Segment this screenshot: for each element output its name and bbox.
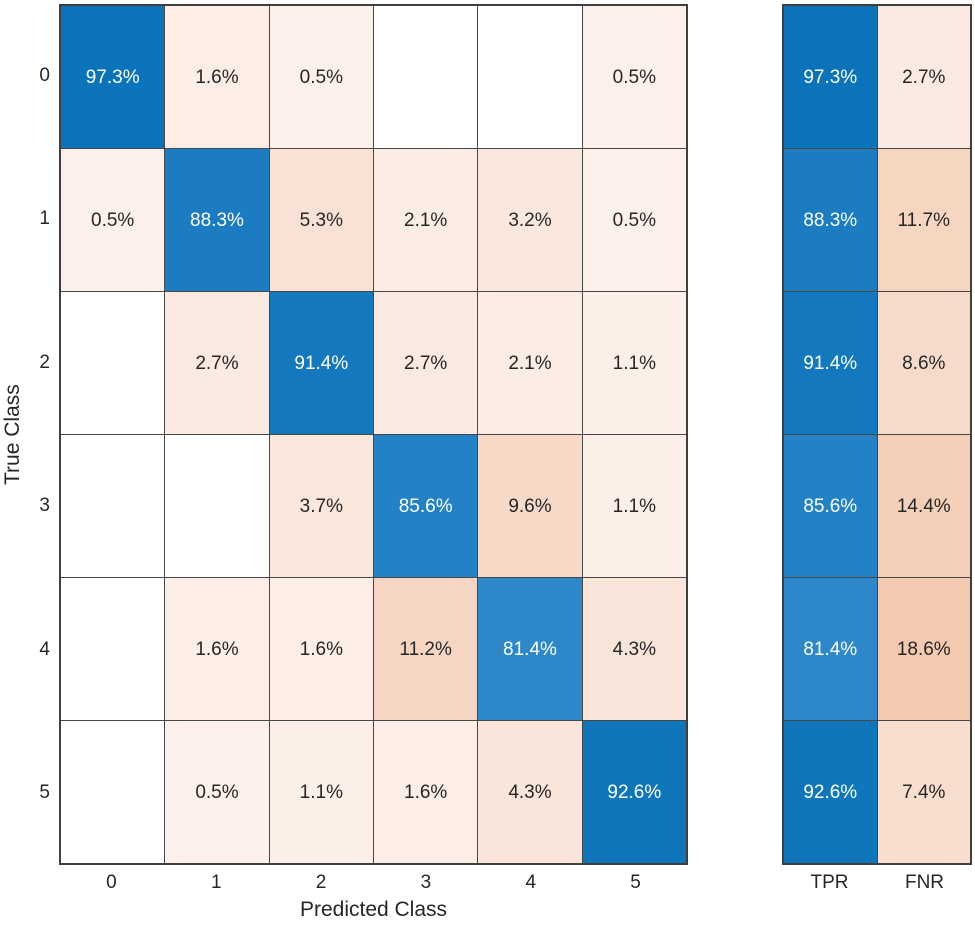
fnr-cell-r3: 14.4% bbox=[877, 435, 970, 577]
tpr-cell-r4: 81.4% bbox=[784, 578, 877, 720]
matrix-cell-r1c0: 0.5% bbox=[61, 149, 165, 291]
summary-column-labels: TPR FNR bbox=[782, 867, 972, 899]
y-tick-1: 1 bbox=[39, 208, 50, 230]
matrix-cell-r4c1: 1.6% bbox=[165, 578, 269, 720]
matrix-cell-r4c5: 4.3% bbox=[582, 578, 686, 720]
y-axis-ticks: 0 1 2 3 4 5 bbox=[0, 4, 50, 865]
fnr-cell-r5: 7.4% bbox=[877, 721, 970, 863]
matrix-cell-r4c3: 11.2% bbox=[374, 578, 478, 720]
matrix-cell-r1c4: 3.2% bbox=[478, 149, 582, 291]
matrix-cell-r0c2: 0.5% bbox=[269, 6, 373, 148]
y-tick-5: 5 bbox=[39, 782, 50, 804]
matrix-cell-r1c5: 0.5% bbox=[582, 149, 686, 291]
matrix-cell-r4c0 bbox=[61, 578, 165, 720]
x-tick-0: 0 bbox=[106, 872, 117, 893]
tpr-column-label: TPR bbox=[810, 872, 849, 893]
x-tick-3: 3 bbox=[420, 872, 432, 893]
x-tick-5: 5 bbox=[630, 872, 641, 893]
matrix-cell-r2c4: 2.1% bbox=[478, 292, 582, 434]
matrix-cell-r1c3: 2.1% bbox=[374, 149, 478, 291]
matrix-cell-r5c2: 1.1% bbox=[269, 721, 373, 863]
y-tick-3: 3 bbox=[39, 495, 50, 517]
matrix-cell-r5c3: 1.6% bbox=[374, 721, 478, 863]
fnr-cell-r2: 8.6% bbox=[877, 292, 970, 434]
matrix-cell-r0c3 bbox=[374, 6, 478, 148]
matrix-cell-r2c3: 2.7% bbox=[374, 292, 478, 434]
fnr-cell-r1: 11.7% bbox=[877, 149, 970, 291]
matrix-cell-r2c2: 91.4% bbox=[269, 292, 373, 434]
matrix-cell-r3c5: 1.1% bbox=[582, 435, 686, 577]
tpr-cell-r1: 88.3% bbox=[784, 149, 877, 291]
tpr-cell-r0: 97.3% bbox=[784, 6, 877, 148]
matrix-cell-r4c2: 1.6% bbox=[269, 578, 373, 720]
x-axis-label: Predicted Class bbox=[299, 898, 448, 921]
matrix-cell-r3c1 bbox=[165, 435, 269, 577]
fnr-column-label: FNR bbox=[904, 872, 945, 893]
x-tick-2: 2 bbox=[315, 872, 327, 893]
fnr-cell-r4: 18.6% bbox=[877, 578, 970, 720]
matrix-cell-r5c4: 4.3% bbox=[478, 721, 582, 863]
confusion-grid: 97.3% 1.6% 0.5% 0.5% 0.5% 88.3% 5.3% 2.1% 3.2% 0.… bbox=[59, 4, 688, 865]
x-tick-1: 1 bbox=[210, 872, 222, 893]
matrix-cell-r4c4: 81.4% bbox=[478, 578, 582, 720]
matrix-cell-r1c2: 5.3% bbox=[269, 149, 373, 291]
matrix-cell-r2c5: 1.1% bbox=[582, 292, 686, 434]
matrix-cell-r5c0 bbox=[61, 721, 165, 863]
x-axis-ticks: 0 1 2 3 4 5 bbox=[59, 867, 688, 899]
matrix-cell-r3c4: 9.6% bbox=[478, 435, 582, 577]
matrix-cell-r0c5: 0.5% bbox=[582, 6, 686, 148]
matrix-cell-r5c5: 92.6% bbox=[582, 721, 686, 863]
matrix-cell-r3c2: 3.7% bbox=[269, 435, 373, 577]
fnr-cell-r0: 2.7% bbox=[877, 6, 970, 148]
tpr-cell-r2: 91.4% bbox=[784, 292, 877, 434]
matrix-cell-r2c1: 2.7% bbox=[165, 292, 269, 434]
matrix-cell-r2c0 bbox=[61, 292, 165, 434]
y-tick-2: 2 bbox=[39, 351, 50, 373]
matrix-cell-r3c3: 85.6% bbox=[374, 435, 478, 577]
matrix-cell-r0c4 bbox=[478, 6, 582, 148]
y-tick-0: 0 bbox=[39, 64, 50, 86]
x-tick-4: 4 bbox=[525, 872, 537, 893]
matrix-cell-r3c0 bbox=[61, 435, 165, 577]
tpr-cell-r5: 92.6% bbox=[784, 721, 877, 863]
y-tick-4: 4 bbox=[39, 638, 50, 660]
matrix-cell-r5c1: 0.5% bbox=[165, 721, 269, 863]
tpr-cell-r3: 85.6% bbox=[784, 435, 877, 577]
matrix-cell-r1c1: 88.3% bbox=[165, 149, 269, 291]
matrix-cell-r0c0: 97.3% bbox=[61, 6, 165, 148]
row-summary-grid: 97.3% 2.7% 88.3% 11.7% 91.4% 8.6% 85.6% 14.4% 81… bbox=[782, 4, 972, 865]
matrix-cell-r0c1: 1.6% bbox=[165, 6, 269, 148]
